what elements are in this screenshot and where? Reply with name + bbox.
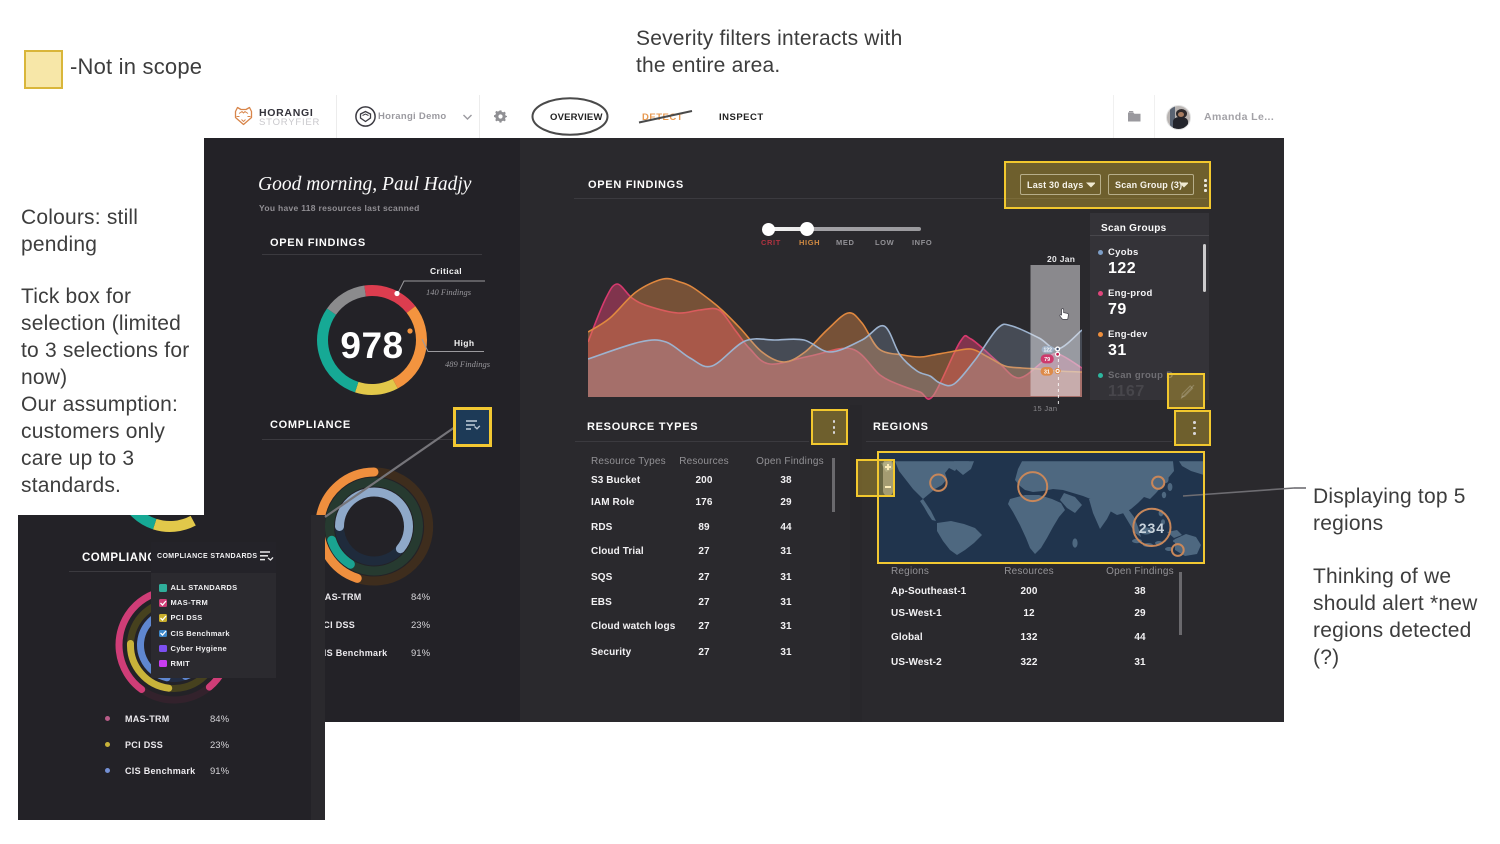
svg-text:234: 234 bbox=[1139, 520, 1165, 536]
svg-text:79: 79 bbox=[1044, 357, 1050, 363]
svg-text:122: 122 bbox=[1044, 347, 1053, 353]
svg-text:31: 31 bbox=[1044, 369, 1050, 375]
